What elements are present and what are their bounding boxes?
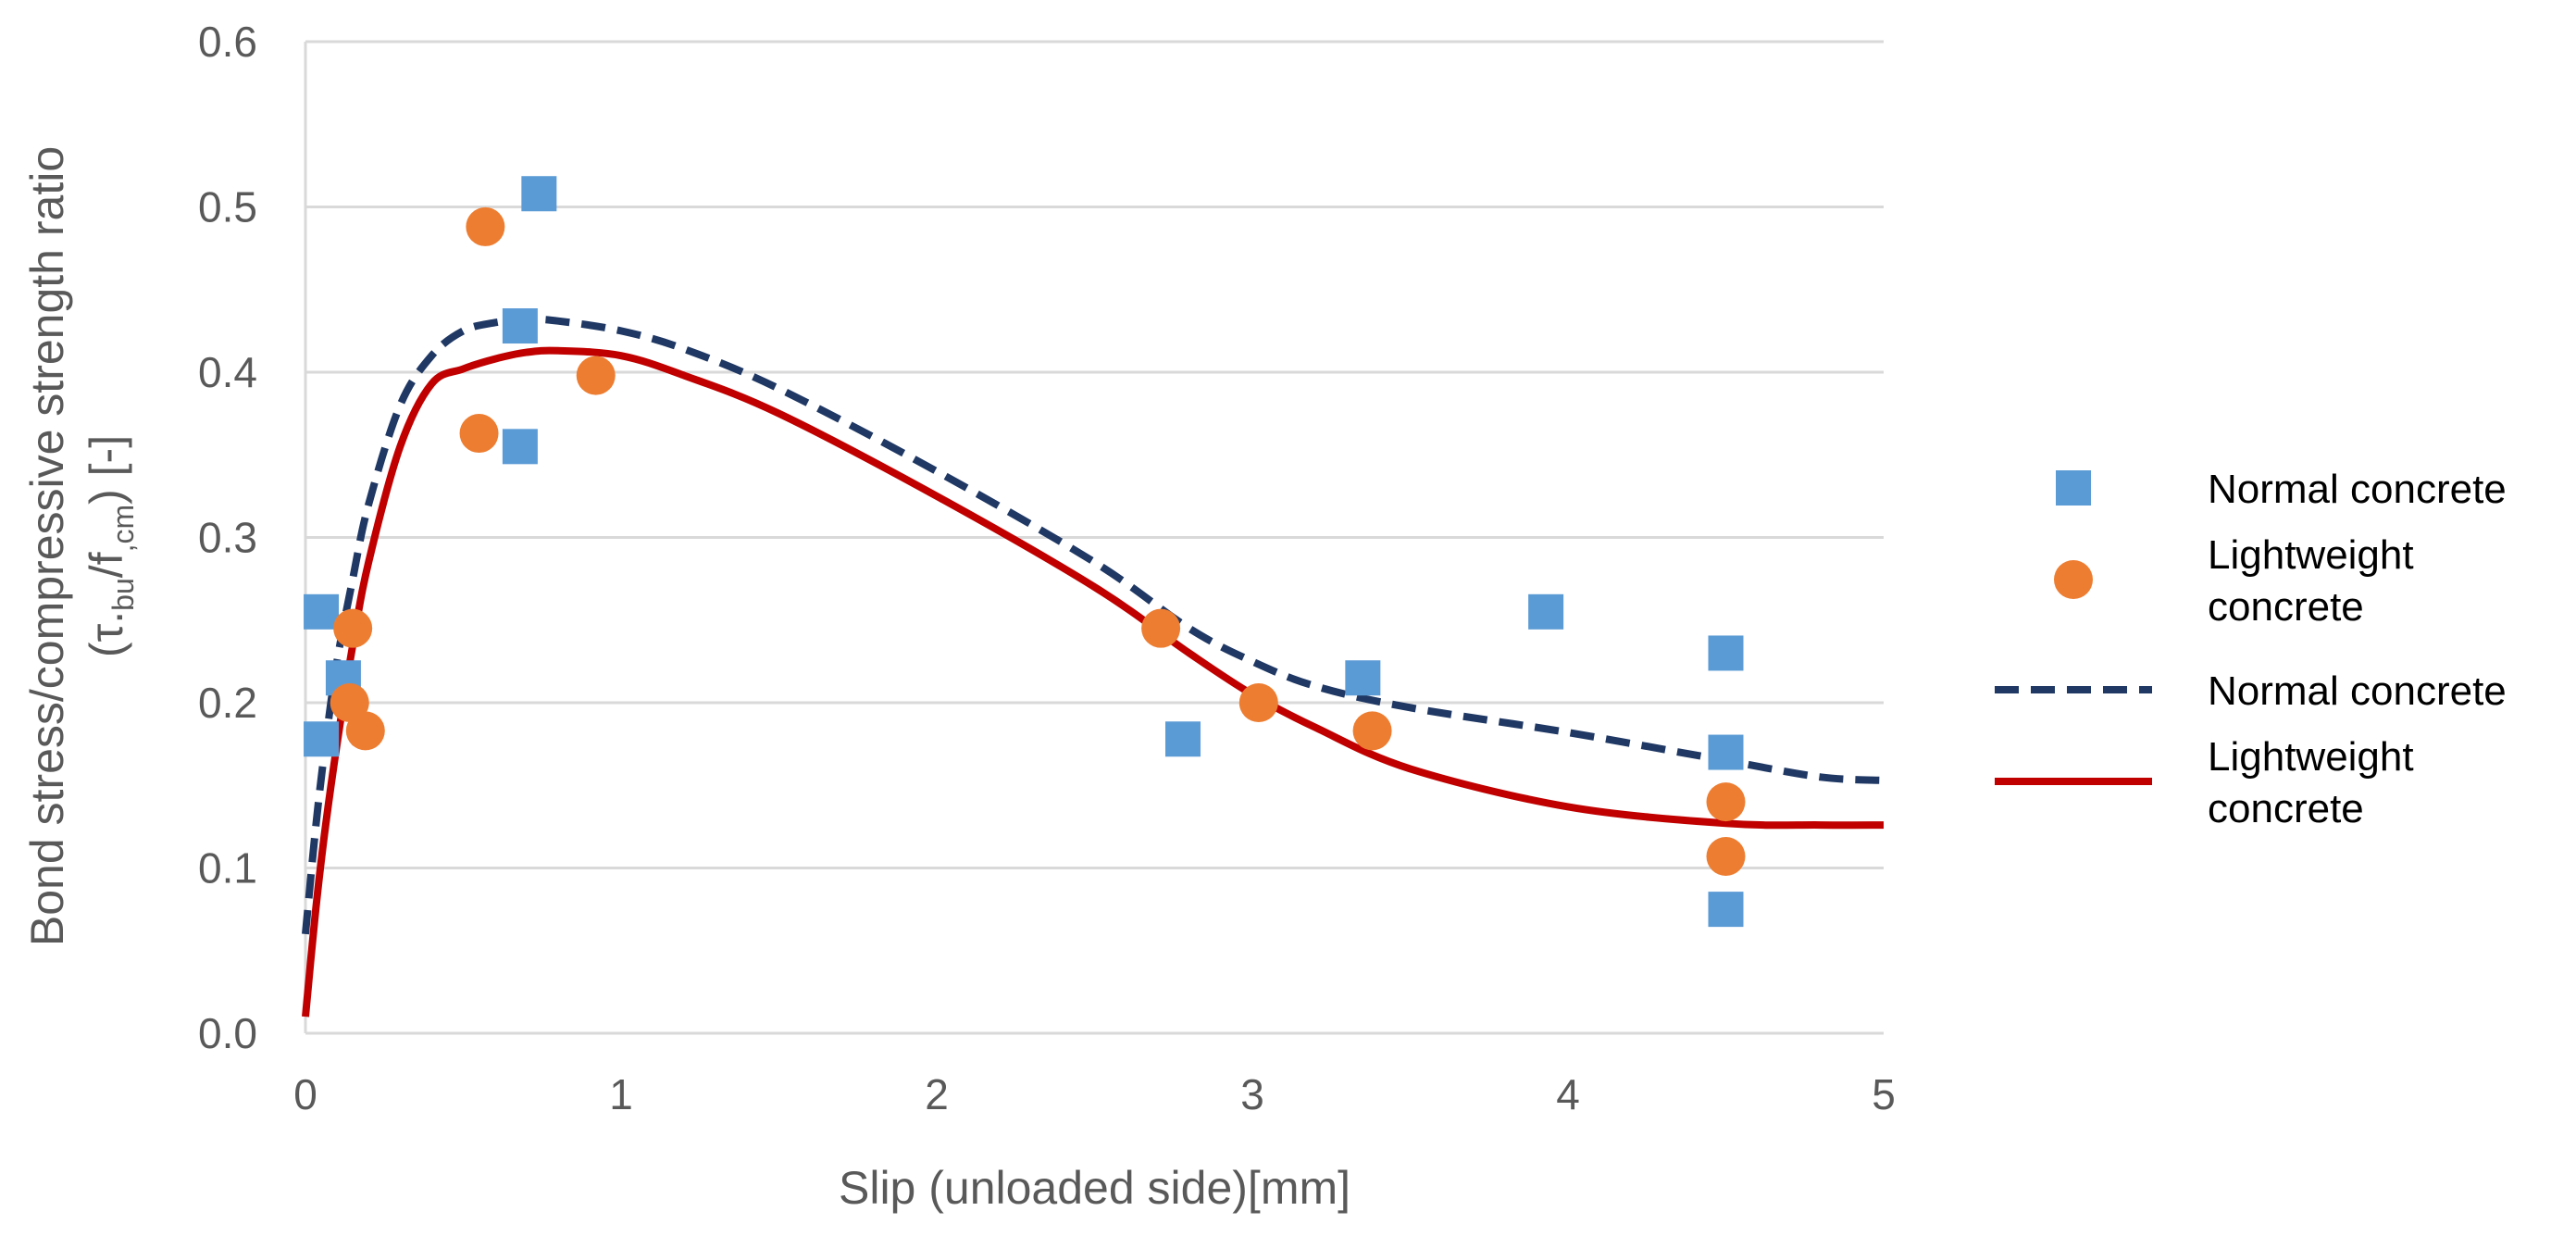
normal-concrete-point	[1345, 660, 1381, 696]
legend-circle-marker	[2054, 560, 2093, 599]
lightweight-concrete-point	[333, 608, 373, 648]
y-axis-title-part: (τ.	[81, 611, 132, 657]
legend-label: Lightweight	[2208, 734, 2414, 780]
normal-concrete-point	[1164, 721, 1201, 757]
legend-label: Normal concrete	[2208, 668, 2507, 714]
lightweight-concrete-point	[345, 711, 385, 751]
legend-label: concrete	[2208, 584, 2364, 630]
y-tick-label: 0.3	[198, 514, 257, 562]
x-tick-label: 2	[925, 1070, 949, 1118]
x-tick-label: 5	[1872, 1070, 1896, 1118]
data-points	[304, 176, 1746, 928]
y-tick-label: 0.1	[198, 844, 257, 893]
y-tick-label: 0.5	[198, 183, 257, 231]
y-axis-title-line1: Bond stress/compressive strength ratio	[21, 146, 73, 946]
fit-lines	[302, 315, 1885, 1018]
normal-concrete-point	[521, 176, 557, 212]
y-axis-title: Bond stress/compressive strength ratio (…	[21, 146, 140, 946]
x-tick-label: 0	[293, 1070, 317, 1118]
x-tick-label: 4	[1556, 1070, 1580, 1118]
normal-concrete-point	[1708, 892, 1744, 928]
y-tick-label: 0.6	[198, 18, 257, 66]
lightweight-concrete-point	[1352, 711, 1392, 751]
y-axis-title-part: /f	[81, 552, 132, 578]
x-tick-labels: 0 1 2 3 4 5	[293, 1070, 1896, 1118]
normal-concrete-point	[304, 721, 340, 757]
lightweight-concrete-point	[459, 414, 499, 454]
legend-label: concrete	[2208, 786, 2364, 831]
normal-concrete-point	[304, 593, 340, 630]
lightweight-concrete-point	[1238, 683, 1278, 722]
lightweight-concrete-point	[1706, 837, 1746, 877]
x-axis-title: Slip (unloaded side)[mm]	[839, 1162, 1350, 1214]
y-axis-title-line2: (τ.bu/f,cm) [-]	[81, 435, 140, 657]
normal-concrete-point	[1708, 635, 1744, 671]
y-axis-title-part: ) [-]	[81, 435, 132, 505]
normal-concrete-point	[1708, 734, 1744, 770]
normal-concrete-point	[502, 308, 538, 344]
y-tick-labels: 0.0 0.1 0.2 0.3 0.4 0.5 0.6	[198, 18, 257, 1057]
y-axis-title-subscript: ,cm	[106, 505, 140, 553]
y-tick-label: 0.2	[198, 679, 257, 727]
lightweight-concrete-point	[1706, 782, 1746, 822]
y-axis-title-subscript: bu	[106, 578, 140, 611]
normal-concrete-point	[1528, 593, 1564, 630]
lightweight-concrete-point	[466, 206, 505, 246]
lightweight-concrete-point	[1141, 608, 1181, 648]
lightweight-concrete-point	[576, 356, 616, 395]
x-tick-label: 3	[1240, 1070, 1264, 1118]
normal-concrete-point	[502, 429, 538, 465]
normal-concrete-fit-line	[302, 315, 1885, 935]
lightweight-concrete-fit-line	[302, 346, 1885, 1018]
legend-square-marker	[2056, 470, 2091, 506]
y-tick-label: 0.0	[198, 1009, 257, 1057]
y-tick-label: 0.4	[198, 348, 257, 396]
legend: Normal concrete Lightweight concrete Normal…	[1995, 467, 2507, 831]
x-tick-label: 1	[609, 1070, 633, 1118]
legend-label: Normal concrete	[2208, 467, 2507, 512]
legend-label: Lightweight	[2208, 532, 2414, 578]
